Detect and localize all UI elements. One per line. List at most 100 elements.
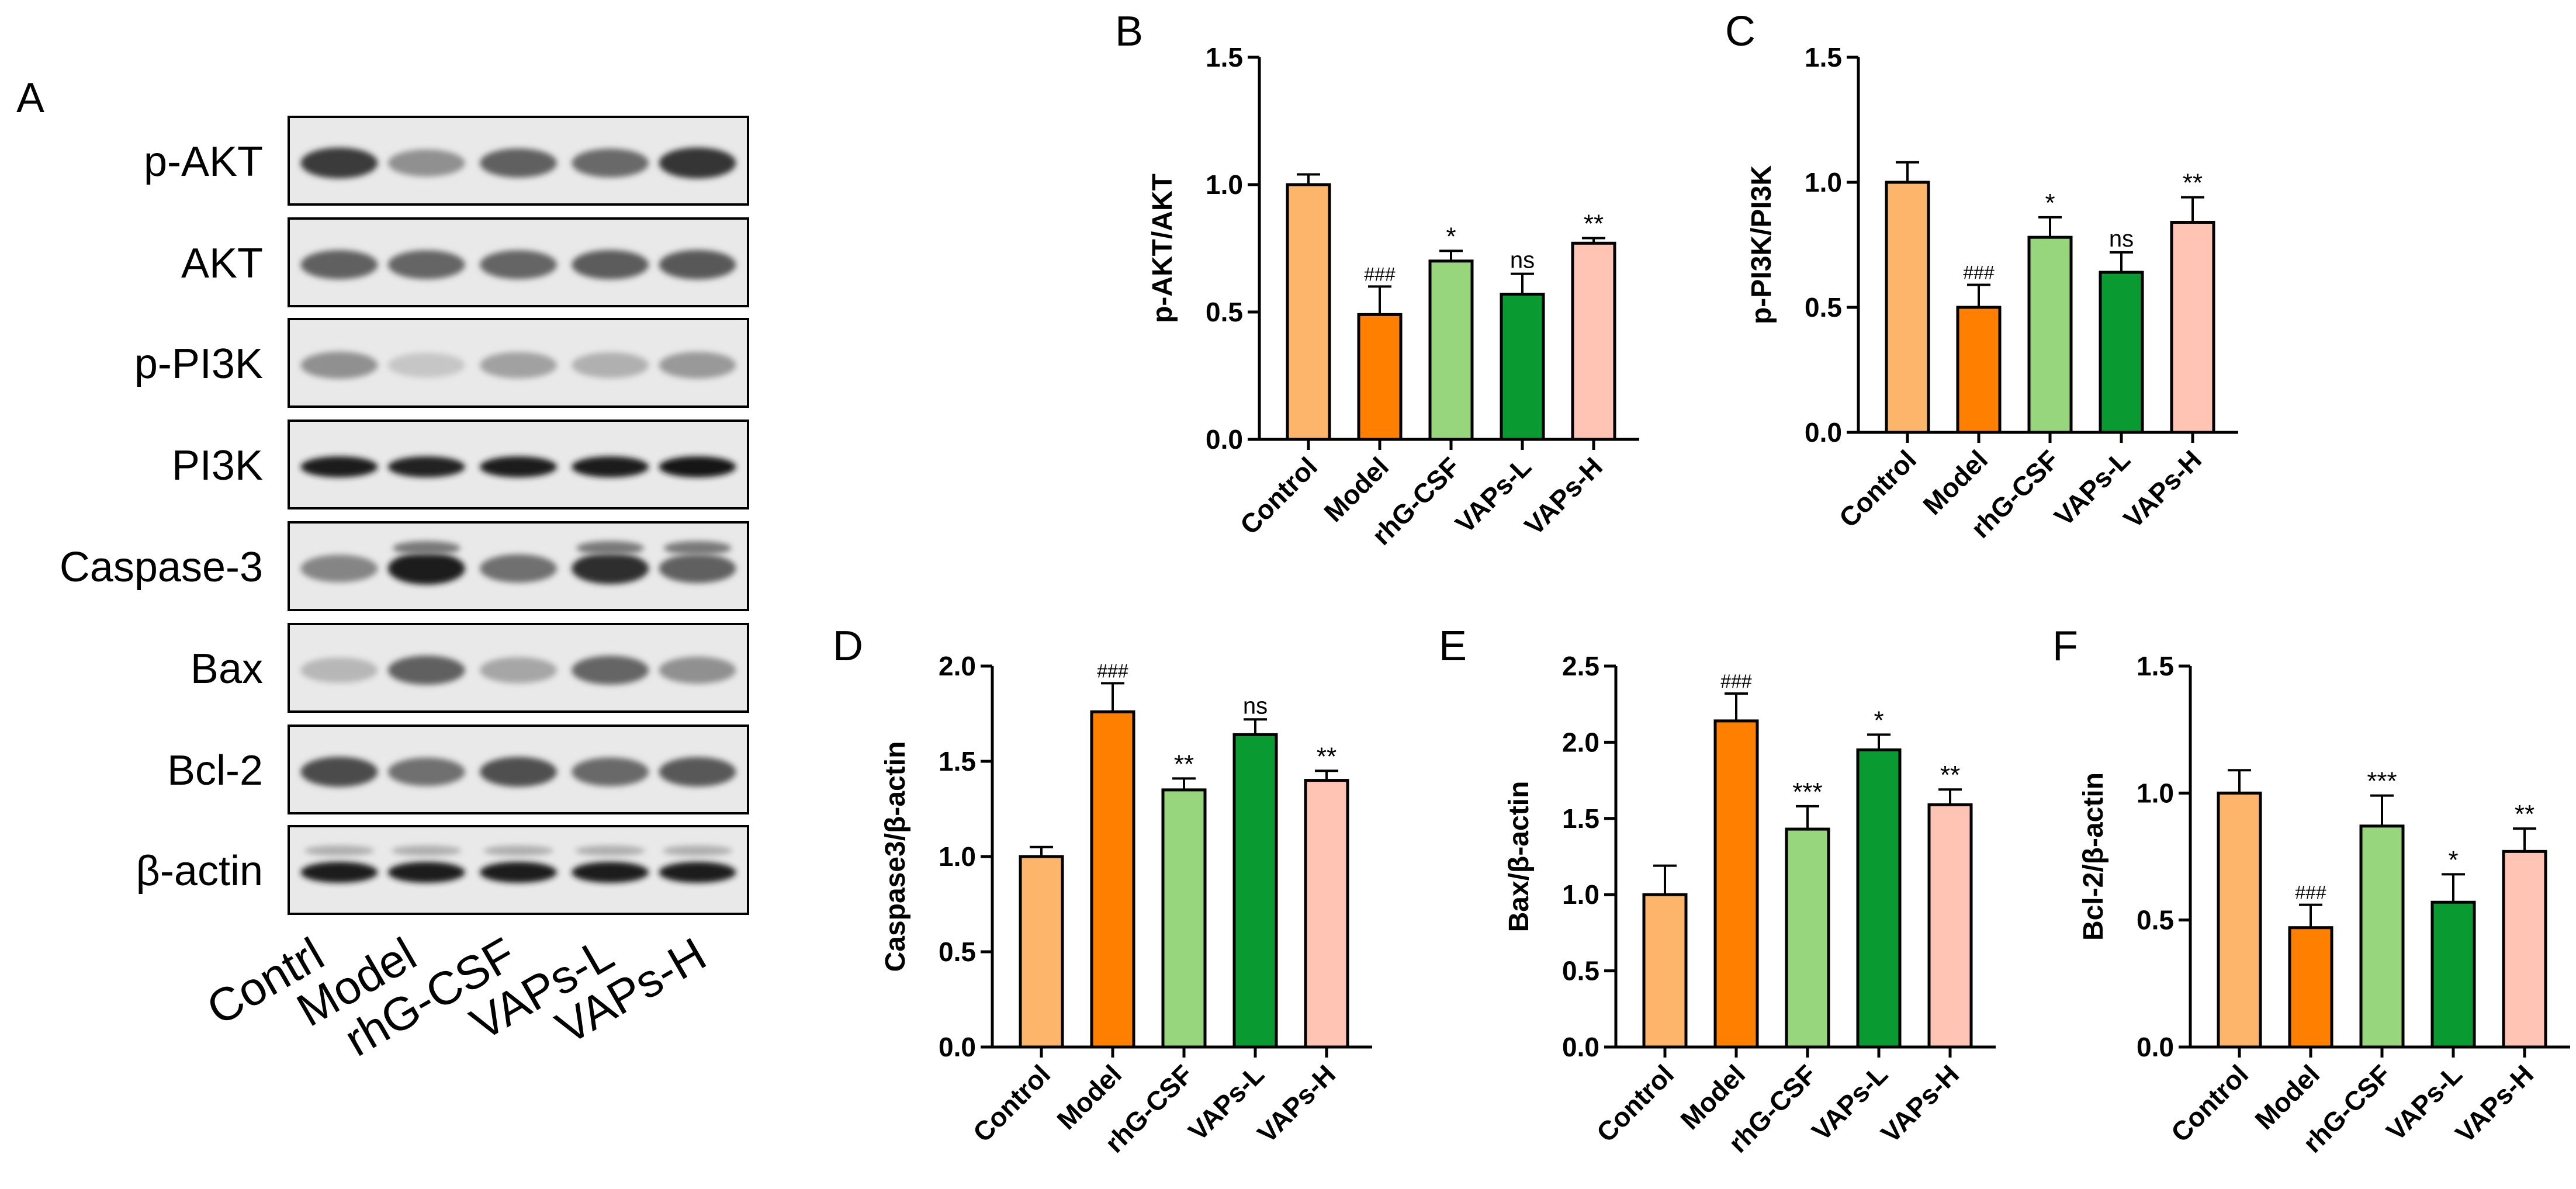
- bar-control: [1286, 183, 1331, 441]
- blot-band: [480, 148, 557, 178]
- bar-rhg-csf: [1161, 788, 1207, 1049]
- x-tick-label-control: Control: [967, 1059, 1056, 1148]
- bar-vaps-l: [1232, 733, 1278, 1049]
- bar-model: [1090, 710, 1135, 1049]
- significance-label: **: [1317, 742, 1337, 771]
- y-tick-label: 0.0: [1562, 1032, 1599, 1062]
- y-tick-label: 0.0: [1805, 417, 1842, 448]
- blot-label-bax: Bax: [191, 646, 263, 692]
- blot-band: [300, 147, 378, 179]
- blot-band: [387, 757, 465, 786]
- panel-letter-f: F: [2052, 623, 2078, 670]
- bar-model: [2288, 926, 2333, 1049]
- blot-band: [483, 845, 553, 856]
- significance-label: ***: [1792, 778, 1822, 806]
- bar-vaps-h: [2502, 850, 2547, 1049]
- y-tick-label: 0.5: [939, 937, 976, 967]
- y-axis-label: Bcl-2/β-actin: [2078, 772, 2109, 941]
- blot-band: [572, 456, 649, 477]
- significance-label: ***: [2367, 767, 2397, 796]
- x-tick-label-vaps-l: VAPs-L: [2048, 444, 2136, 532]
- y-tick-label: 2.0: [939, 651, 976, 681]
- significance-label: **: [1174, 750, 1194, 778]
- panel-letter-b: B: [1115, 8, 1143, 55]
- blot-band: [300, 351, 378, 379]
- chart-panel-d: D0.00.51.01.52.0Caspase3/β-actinControlM…: [833, 623, 1372, 1159]
- blot-label-bcl-2: Bcl-2: [167, 747, 263, 794]
- bar-rhg-csf: [2027, 235, 2073, 434]
- blot-band: [387, 456, 465, 477]
- blot-band: [300, 250, 378, 279]
- bar-vaps-h: [1304, 779, 1349, 1049]
- blot-band: [387, 862, 465, 883]
- blot-band: [480, 657, 557, 684]
- bar-control: [1642, 893, 1688, 1049]
- blot-band: [659, 554, 736, 583]
- y-tick-label: 0.0: [1206, 424, 1243, 455]
- blot-band: [387, 552, 465, 585]
- bar-vaps-h: [1571, 241, 1616, 441]
- significance-label: ns: [1510, 248, 1535, 273]
- blot-band: [659, 656, 736, 684]
- y-tick-label: 0.5: [1562, 956, 1599, 986]
- bar-control: [1885, 181, 1930, 434]
- x-tick-label-vaps-h: VAPs-H: [1251, 1059, 1341, 1149]
- x-tick-label-control: Control: [2165, 1059, 2254, 1148]
- significance-label: **: [1940, 761, 1960, 789]
- significance-label: *: [1874, 706, 1883, 734]
- y-axis-label: p-PI3K/PI3K: [1746, 165, 1777, 324]
- significance-label: ###: [1720, 671, 1752, 692]
- blot-band: [387, 656, 465, 685]
- bar-rhg-csf: [2359, 824, 2405, 1049]
- x-tick-label-vaps-l: VAPs-L: [1182, 1059, 1270, 1146]
- chart-panel-c: C0.00.51.01.5p-PI3K/PI3KControlModel###r…: [1725, 8, 2238, 544]
- blot-band: [572, 553, 649, 584]
- blot-band: [480, 352, 557, 379]
- bar-model: [1713, 719, 1759, 1049]
- bar-vaps-l: [2099, 271, 2144, 434]
- blot-band: [480, 862, 557, 883]
- y-tick-label: 1.5: [939, 746, 976, 777]
- blot-band: [387, 352, 465, 378]
- y-tick-label: 1.5: [1562, 803, 1599, 834]
- y-tick-label: 0.0: [939, 1032, 976, 1062]
- blot-band: [387, 250, 465, 279]
- y-tick-label: 1.5: [2137, 651, 2174, 681]
- blot-label-caspase-3: Caspase-3: [60, 544, 263, 591]
- significance-label: ###: [1097, 660, 1128, 681]
- blot-band: [480, 554, 557, 583]
- blot-band: [572, 249, 649, 280]
- bar-control: [1019, 855, 1064, 1049]
- y-tick-label: 1.5: [1206, 42, 1243, 72]
- significance-label: *: [1446, 222, 1456, 251]
- x-tick-label-vaps-l: VAPs-L: [1449, 451, 1537, 539]
- blot-band: [304, 845, 375, 856]
- blot-band: [572, 352, 649, 378]
- chart-panel-e: E0.00.51.01.52.02.5Bax/β-actinControlMod…: [1439, 623, 1996, 1159]
- chart-panel-f: F0.00.51.01.5Bcl-2/β-actinControlModel##…: [2052, 623, 2570, 1159]
- bar-control: [2217, 791, 2262, 1049]
- blot-label-akt: AKT: [181, 240, 263, 287]
- blot-band: [572, 757, 649, 786]
- significance-label: ###: [2295, 882, 2326, 903]
- blot-band: [300, 456, 378, 477]
- y-tick-label: 1.0: [2137, 778, 2174, 808]
- western-blot-panel: Ap-AKT AKT p-PI3K PI3K Caspase-3 Bax Bcl-2 β-ac…: [16, 75, 749, 1066]
- blot-label-p-pi3k: p-PI3K: [134, 341, 263, 387]
- bar-vaps-l: [1500, 292, 1545, 441]
- significance-label: *: [2448, 845, 2458, 874]
- y-tick-label: 0.5: [2137, 905, 2174, 935]
- blot-band: [391, 845, 462, 856]
- blot-label-pi3k: PI3K: [172, 442, 263, 489]
- blot-band: [387, 149, 465, 177]
- significance-label: ns: [1243, 693, 1268, 719]
- y-tick-label: 1.0: [939, 841, 976, 872]
- x-tick-label-control: Control: [1591, 1059, 1680, 1148]
- blot-band: [392, 541, 461, 555]
- significance-label: ns: [2109, 226, 2134, 252]
- bar-vaps-l: [1856, 748, 1902, 1049]
- blot-band: [659, 147, 736, 179]
- x-tick-label-vaps-l: VAPs-L: [1806, 1059, 1893, 1146]
- bar-rhg-csf: [1428, 259, 1474, 441]
